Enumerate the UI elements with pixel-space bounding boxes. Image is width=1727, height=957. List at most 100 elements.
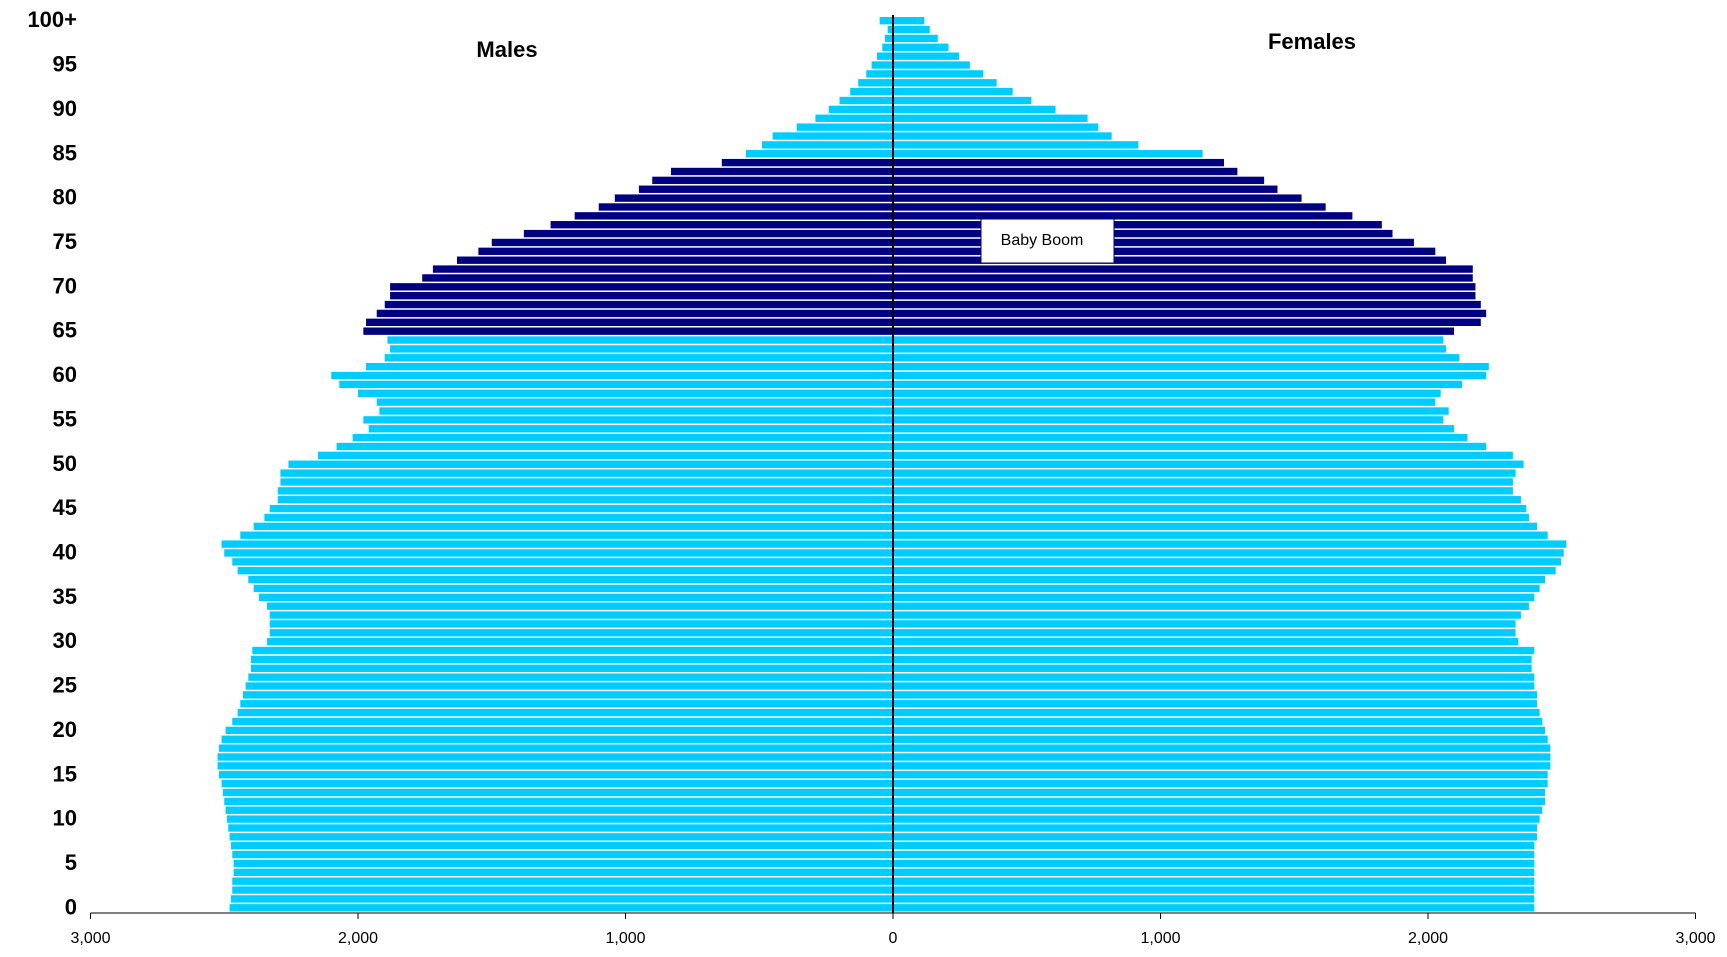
female-bar-age-24 xyxy=(893,691,1537,699)
male-bar-age-30 xyxy=(267,637,893,646)
age-tick-label: 85 xyxy=(53,140,77,165)
female-bar-age-63 xyxy=(893,345,1447,353)
x-tick-label: 3,000 xyxy=(70,930,110,947)
female-bar-age-97 xyxy=(893,43,949,51)
female-bar-age-66 xyxy=(893,318,1481,326)
female-bar-age-58 xyxy=(893,389,1441,397)
female-bar-age-98 xyxy=(893,34,938,43)
x-tick-label: 2,000 xyxy=(1408,930,1448,947)
female-bar-age-71 xyxy=(893,274,1473,282)
male-bar-age-93 xyxy=(858,79,893,87)
age-tick-label: 5 xyxy=(65,850,77,875)
female-bar-age-69 xyxy=(893,292,1476,300)
female-bar-age-26 xyxy=(893,673,1535,681)
female-bar-age-87 xyxy=(893,132,1112,140)
male-bar-age-27 xyxy=(251,664,893,672)
male-bar-age-98 xyxy=(884,34,893,43)
age-tick-label: 15 xyxy=(53,761,77,786)
female-bar-age-29 xyxy=(893,646,1535,655)
female-bar-age-12 xyxy=(893,797,1545,806)
male-bar-age-96 xyxy=(876,52,893,60)
female-bar-age-11 xyxy=(893,806,1543,814)
male-bar-age-21 xyxy=(232,717,893,726)
male-bar-age-51 xyxy=(317,451,893,460)
female-bar-age-94 xyxy=(893,70,984,78)
male-bar-age-75 xyxy=(491,238,893,247)
male-bar-age-94 xyxy=(866,70,893,78)
male-bar-age-47 xyxy=(277,487,893,495)
male-bar-age-31 xyxy=(269,629,894,637)
male-bar-age-72 xyxy=(432,265,893,273)
male-bar-age-28 xyxy=(251,655,893,664)
male-bar-age-18 xyxy=(218,744,893,752)
male-bar-age-86 xyxy=(761,141,893,149)
x-tick-label: 1,000 xyxy=(1140,930,1180,947)
female-bar-age-84 xyxy=(893,158,1224,167)
female-bar-age-14 xyxy=(893,779,1548,788)
female-bar-age-35 xyxy=(893,593,1535,602)
male-bar-age-36 xyxy=(253,584,894,593)
male-bar-age-10 xyxy=(226,815,894,823)
female-bar-age-0 xyxy=(893,904,1535,912)
x-axis-ticks: 3,000 2,000 1,000 0 1,000 2,000 3,000 xyxy=(70,913,1716,947)
female-bar-age-67 xyxy=(893,309,1487,318)
male-bar-age-79 xyxy=(598,203,893,211)
female-bar-age-32 xyxy=(893,620,1516,628)
age-tick-label: 55 xyxy=(53,406,77,431)
male-bar-age-80 xyxy=(614,194,893,202)
female-bar-age-91 xyxy=(893,96,1032,105)
male-bar-age-97 xyxy=(882,43,893,51)
female-bar-age-27 xyxy=(893,664,1532,672)
male-bar-age-88 xyxy=(796,123,893,131)
male-bar-age-99 xyxy=(887,25,893,34)
female-bar-age-4 xyxy=(893,868,1535,877)
male-bar-age-83 xyxy=(670,167,893,176)
female-bar-age-10 xyxy=(893,815,1540,823)
age-tick-label: 20 xyxy=(53,717,77,742)
male-bar-age-39 xyxy=(232,558,893,566)
male-bar-age-42 xyxy=(240,531,894,539)
male-bar-age-38 xyxy=(237,567,893,575)
age-tick-label: 10 xyxy=(53,806,77,831)
female-bar-age-93 xyxy=(893,79,997,87)
male-bar-age-5 xyxy=(233,859,894,868)
female-bar-age-25 xyxy=(893,682,1535,690)
male-bar-age-53 xyxy=(352,433,893,442)
male-bar-age-40 xyxy=(224,549,893,557)
male-bar-age-91 xyxy=(839,96,893,105)
age-tick-label: 50 xyxy=(53,451,77,476)
male-bar-age-85 xyxy=(745,150,893,158)
male-bar-age-78 xyxy=(574,212,893,220)
male-bar-age-64 xyxy=(387,336,893,344)
female-bar-age-43 xyxy=(893,522,1537,531)
female-bar-age-19 xyxy=(893,735,1548,743)
female-bar-age-60 xyxy=(893,371,1487,380)
age-tick-label: 45 xyxy=(53,495,77,520)
female-bar-age-57 xyxy=(893,398,1436,406)
female-bar-age-30 xyxy=(893,637,1519,646)
male-bar-age-19 xyxy=(221,735,893,743)
x-tick-label: 0 xyxy=(889,930,898,947)
age-tick-label: 95 xyxy=(53,52,77,77)
female-bar-age-100 xyxy=(893,17,925,25)
male-bar-age-35 xyxy=(259,593,893,602)
male-bar-age-77 xyxy=(550,221,893,229)
female-bar-age-62 xyxy=(893,354,1460,362)
male-bar-age-52 xyxy=(336,442,894,451)
female-bar-age-47 xyxy=(893,487,1513,495)
male-bar-age-54 xyxy=(368,425,893,433)
male-bar-age-82 xyxy=(652,176,893,185)
male-bar-age-92 xyxy=(850,87,893,96)
age-tick-label: 100+ xyxy=(27,7,77,32)
male-bar-age-46 xyxy=(277,496,893,504)
male-bar-age-71 xyxy=(422,274,893,282)
male-bar-age-60 xyxy=(331,371,893,380)
bars-group xyxy=(217,17,1567,912)
male-bar-age-48 xyxy=(280,478,893,486)
male-bar-age-87 xyxy=(772,132,893,140)
male-bar-age-33 xyxy=(269,611,894,619)
female-bar-age-75 xyxy=(893,238,1414,247)
female-bar-age-99 xyxy=(893,25,930,34)
female-bar-age-6 xyxy=(893,850,1535,859)
